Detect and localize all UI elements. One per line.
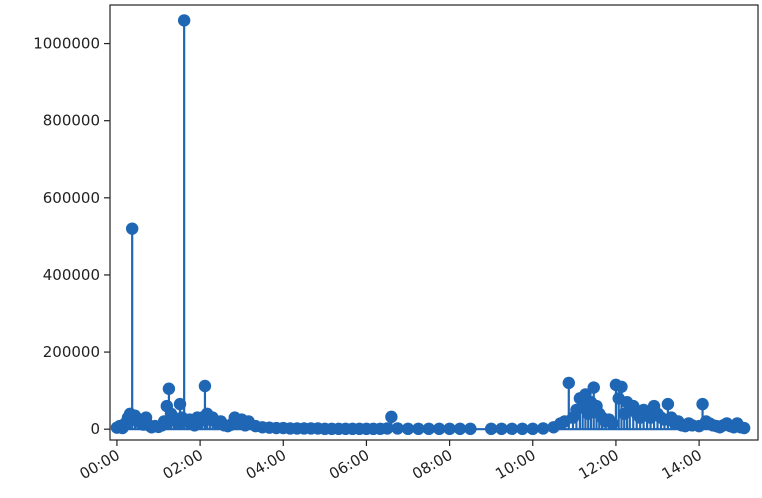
x-tick-label: 08:00 — [409, 446, 455, 483]
data-point — [385, 410, 398, 424]
y-tick-label: 400000 — [43, 266, 100, 284]
x-tick-label: 02:00 — [160, 446, 206, 483]
x-tick-label: 06:00 — [326, 446, 372, 483]
x-tick-label: 14:00 — [659, 446, 705, 483]
data-point — [162, 382, 176, 395]
x-axis: 00:00 02:00 04:00 06:00 08:00 10:00 12:00 14:00 — [76, 440, 705, 483]
y-tick-label: 200000 — [43, 343, 100, 361]
data-point — [587, 381, 600, 394]
data-point — [125, 222, 139, 235]
x-tick-label: 00:00 — [76, 446, 122, 483]
series-layer — [110, 14, 751, 436]
x-tick-label: 12:00 — [575, 446, 621, 483]
data-point — [562, 376, 575, 390]
x-tick-label: 10:00 — [492, 446, 538, 483]
data-point — [177, 14, 191, 27]
y-tick-label: 0 — [90, 420, 100, 438]
data-point — [661, 397, 675, 411]
y-tick-label: 800000 — [43, 112, 100, 130]
data-point — [737, 421, 751, 435]
data-point — [615, 380, 628, 393]
y-tick-label: 1000000 — [33, 35, 100, 53]
data-point — [696, 397, 709, 411]
plot-frame — [109, 4, 759, 441]
x-tick-label: 04:00 — [243, 446, 289, 483]
y-tick-label: 600000 — [43, 189, 100, 207]
y-axis: 0 200000 400000 600000 800000 1000000 — [33, 35, 110, 438]
data-point — [198, 379, 212, 393]
